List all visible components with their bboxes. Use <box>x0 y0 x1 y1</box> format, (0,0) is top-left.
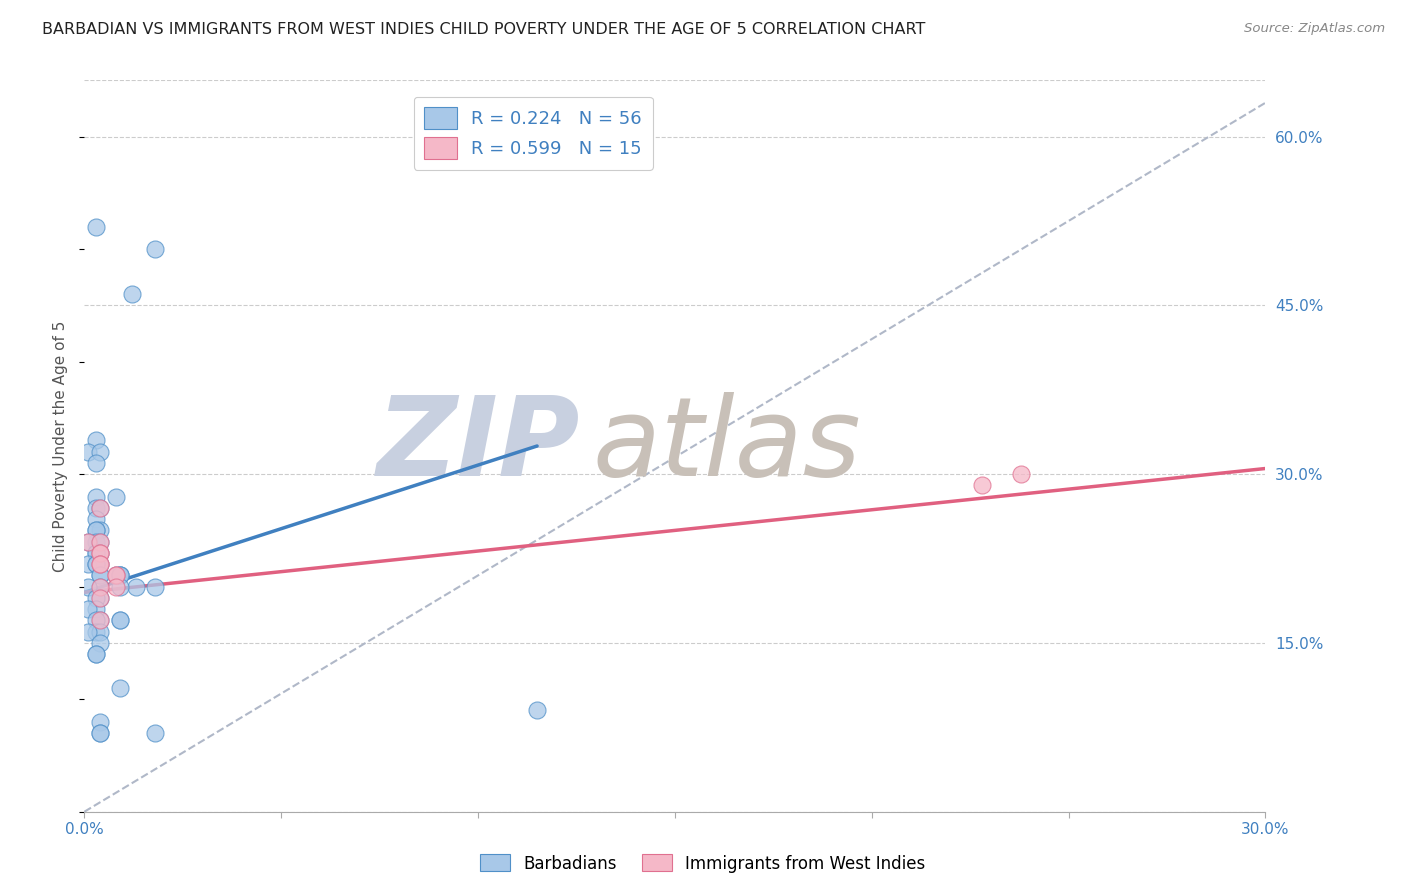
Point <box>84 500 107 515</box>
Point <box>108 614 131 628</box>
Point <box>84 434 107 448</box>
Point <box>84 614 107 628</box>
Text: BARBADIAN VS IMMIGRANTS FROM WEST INDIES CHILD POVERTY UNDER THE AGE OF 5 CORREL: BARBADIAN VS IMMIGRANTS FROM WEST INDIES… <box>42 22 925 37</box>
Point <box>84 546 107 560</box>
Point <box>89 557 111 571</box>
Point <box>108 568 131 582</box>
Legend: R = 0.224   N = 56, R = 0.599   N = 15: R = 0.224 N = 56, R = 0.599 N = 15 <box>413 96 652 169</box>
Point <box>84 557 107 571</box>
Point <box>89 714 111 729</box>
Point <box>89 534 111 549</box>
Point <box>104 580 127 594</box>
Point <box>104 568 127 582</box>
Point <box>84 456 107 470</box>
Point <box>143 726 166 740</box>
Point <box>89 726 111 740</box>
Point <box>89 546 111 560</box>
Point <box>89 534 111 549</box>
Point <box>84 524 107 538</box>
Point <box>84 647 107 661</box>
Point <box>84 490 107 504</box>
Point <box>77 580 100 594</box>
Point <box>104 490 127 504</box>
Point <box>77 444 100 458</box>
Point <box>89 614 111 628</box>
Text: ZIP: ZIP <box>377 392 581 500</box>
Point <box>89 580 111 594</box>
Point <box>89 557 111 571</box>
Point <box>89 568 111 582</box>
Text: atlas: atlas <box>592 392 860 500</box>
Legend: Barbadians, Immigrants from West Indies: Barbadians, Immigrants from West Indies <box>474 847 932 880</box>
Point <box>143 580 166 594</box>
Point <box>89 568 111 582</box>
Point <box>143 242 166 256</box>
Point <box>77 624 100 639</box>
Point <box>89 591 111 605</box>
Point <box>108 681 131 695</box>
Point <box>77 534 100 549</box>
Point <box>84 602 107 616</box>
Point <box>89 546 111 560</box>
Point <box>104 568 127 582</box>
Point <box>108 568 131 582</box>
Point <box>84 512 107 526</box>
Point <box>89 614 111 628</box>
Point <box>89 591 111 605</box>
Point <box>121 287 143 301</box>
Point <box>124 580 146 594</box>
Point <box>526 703 548 717</box>
Point <box>108 568 131 582</box>
Point <box>84 534 107 549</box>
Point <box>84 624 107 639</box>
Point <box>89 726 111 740</box>
Point <box>89 500 111 515</box>
Point <box>89 546 111 560</box>
Point <box>77 602 100 616</box>
Point <box>108 614 131 628</box>
Point <box>84 647 107 661</box>
Text: Source: ZipAtlas.com: Source: ZipAtlas.com <box>1244 22 1385 36</box>
Point <box>89 557 111 571</box>
Point <box>89 444 111 458</box>
Point <box>89 580 111 594</box>
Point <box>84 546 107 560</box>
Point <box>89 624 111 639</box>
Point <box>89 636 111 650</box>
Point <box>84 219 107 234</box>
Point <box>89 500 111 515</box>
Point <box>84 557 107 571</box>
Point <box>77 557 100 571</box>
Point <box>84 591 107 605</box>
Y-axis label: Child Poverty Under the Age of 5: Child Poverty Under the Age of 5 <box>53 320 69 572</box>
Point <box>104 568 127 582</box>
Point <box>84 524 107 538</box>
Point <box>1010 467 1032 482</box>
Point <box>970 478 993 492</box>
Point <box>108 580 131 594</box>
Point <box>89 524 111 538</box>
Point <box>77 534 100 549</box>
